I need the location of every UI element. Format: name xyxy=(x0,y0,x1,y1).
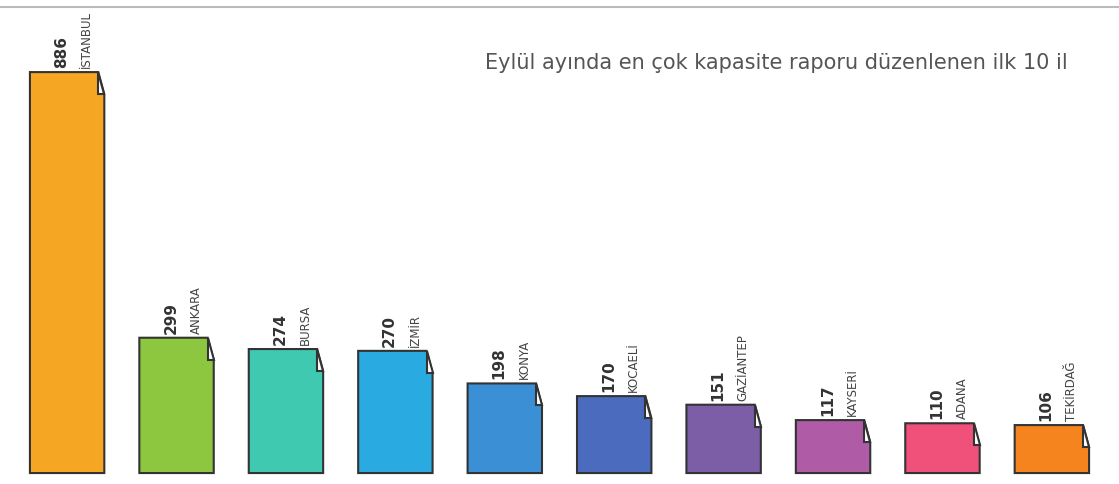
Text: KOCAELİ: KOCAELİ xyxy=(628,342,640,392)
Text: BURSA: BURSA xyxy=(299,304,312,345)
Polygon shape xyxy=(1015,425,1089,473)
Polygon shape xyxy=(248,349,323,473)
Text: KAYSERİ: KAYSERİ xyxy=(846,368,859,416)
Polygon shape xyxy=(577,396,651,473)
Text: ADANA: ADANA xyxy=(956,378,969,419)
Text: 117: 117 xyxy=(820,384,835,416)
Polygon shape xyxy=(646,396,651,418)
Polygon shape xyxy=(974,424,979,445)
Polygon shape xyxy=(140,338,214,473)
Text: 151: 151 xyxy=(711,369,725,401)
Text: Eylül ayında en çok kapasite raporu düzenlenen ilk 10 il: Eylül ayında en çok kapasite raporu düze… xyxy=(486,53,1068,73)
Polygon shape xyxy=(755,405,761,427)
Text: 110: 110 xyxy=(929,388,944,419)
Text: 270: 270 xyxy=(383,315,397,347)
Polygon shape xyxy=(208,338,214,360)
Polygon shape xyxy=(358,351,433,473)
Text: 170: 170 xyxy=(601,361,617,392)
Polygon shape xyxy=(468,383,542,473)
Text: TEKİRDAĞ: TEKİRDAĞ xyxy=(1065,362,1078,421)
Polygon shape xyxy=(864,420,871,442)
Text: 106: 106 xyxy=(1038,389,1054,421)
Text: İZMİR: İZMİR xyxy=(408,314,422,347)
Text: KONYA: KONYA xyxy=(518,340,530,379)
Text: İSTANBUL: İSTANBUL xyxy=(81,11,93,68)
Polygon shape xyxy=(426,351,433,373)
Text: 886: 886 xyxy=(54,36,69,68)
Text: 299: 299 xyxy=(163,302,178,334)
Polygon shape xyxy=(1083,425,1089,447)
Polygon shape xyxy=(905,424,979,473)
Polygon shape xyxy=(30,72,104,473)
Polygon shape xyxy=(796,420,871,473)
Text: ANKARA: ANKARA xyxy=(190,286,203,334)
Polygon shape xyxy=(98,72,104,94)
Text: GAZİANTEP: GAZİANTEP xyxy=(736,334,750,401)
Polygon shape xyxy=(317,349,323,371)
Polygon shape xyxy=(536,383,542,406)
Text: 198: 198 xyxy=(491,348,507,379)
Text: 274: 274 xyxy=(273,313,288,345)
Polygon shape xyxy=(686,405,761,473)
